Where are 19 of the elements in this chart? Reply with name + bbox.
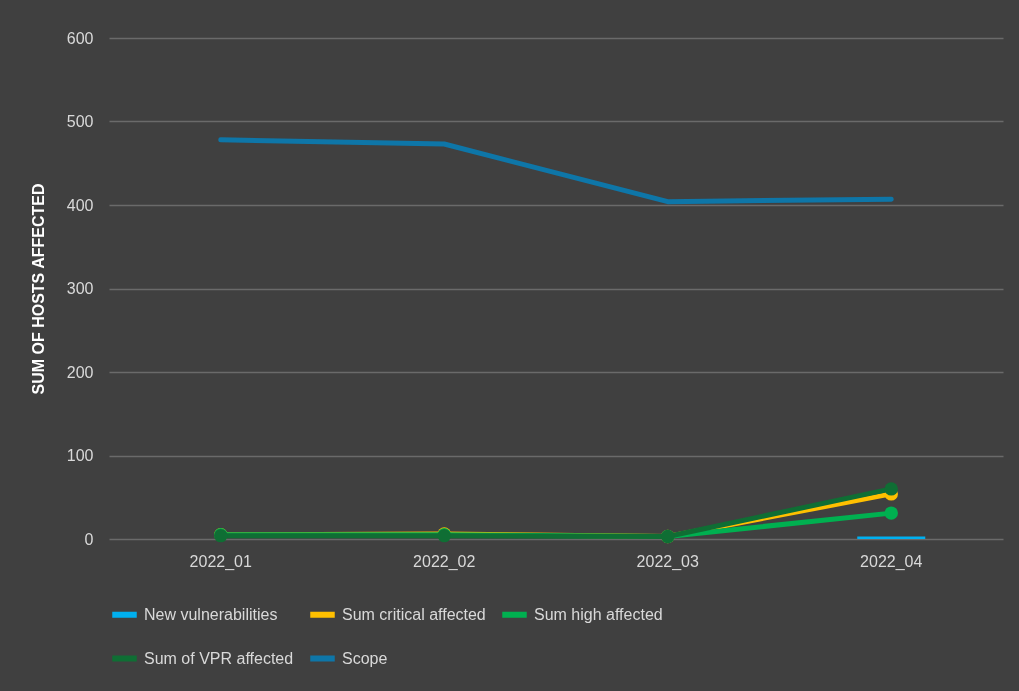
y-tick-label: 400	[66, 196, 94, 214]
y-tick-label: 200	[66, 363, 94, 381]
y-tick-label: 0	[84, 530, 94, 548]
y-tick-label: 600	[66, 29, 94, 47]
legend-label: New vulnerabilities	[144, 605, 278, 623]
x-tick-label: 2022_03	[636, 552, 699, 571]
legend-label: Sum of VPR affected	[144, 649, 294, 667]
legend-label: Sum high affected	[534, 605, 663, 623]
x-tick-label: 2022_01	[189, 552, 252, 571]
point	[884, 482, 898, 496]
x-tick-label: 2022_02	[413, 552, 476, 571]
point	[884, 506, 898, 520]
y-tick-label: 100	[66, 447, 94, 464]
y-tick-label: 300	[66, 280, 94, 297]
y-tick-label: 500	[66, 113, 94, 130]
legend-label: Scope	[342, 649, 388, 667]
x-tick-label: 2022_04	[860, 552, 923, 571]
legend-label: Sum critical affected	[342, 605, 486, 623]
y-axis-title: SUM OF HOSTS AFFECTED	[29, 183, 47, 395]
